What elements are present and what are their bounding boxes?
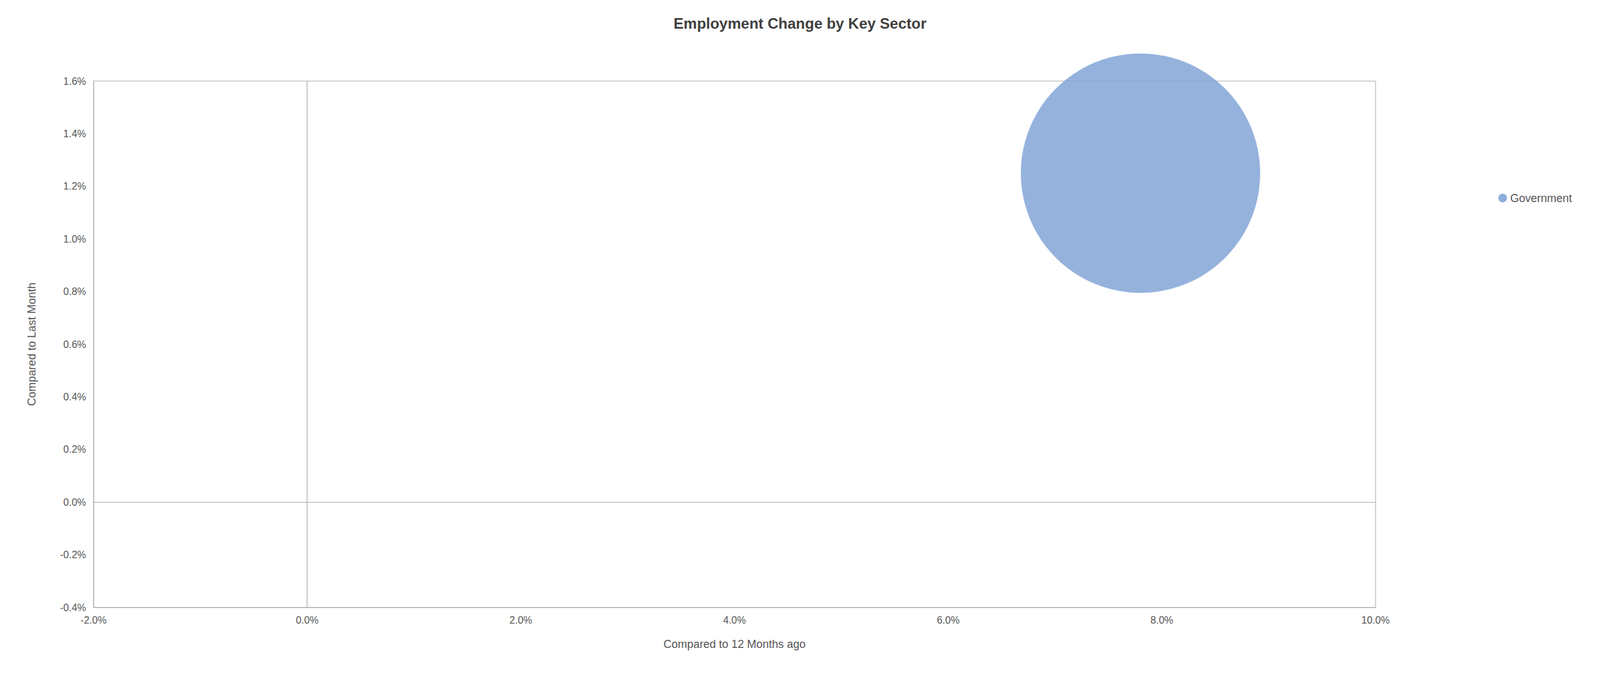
svg-text:10.0%: 10.0% (1361, 614, 1390, 626)
svg-text:0.8%: 0.8% (63, 286, 87, 297)
svg-text:6.0%: 6.0% (936, 614, 960, 626)
svg-text:0.0%: 0.0% (295, 614, 319, 626)
svg-text:Government: Government (1510, 192, 1572, 205)
svg-text:0.0%: 0.0% (63, 496, 87, 508)
svg-text:-0.4%: -0.4% (59, 602, 87, 613)
svg-text:Employment Change by Key Secto: Employment Change by Key Sector (673, 14, 926, 32)
svg-text:0.6%: 0.6% (63, 339, 87, 350)
svg-text:4.0%: 4.0% (723, 614, 746, 626)
svg-text:2.0%: 2.0% (509, 614, 532, 626)
svg-text:-0.2%: -0.2% (59, 549, 87, 560)
svg-text:Compared to 12 Months ago: Compared to 12 Months ago (663, 637, 806, 651)
svg-text:Compared to Last Month: Compared to Last Month (25, 282, 39, 406)
svg-text:1.2%: 1.2% (63, 180, 87, 192)
svg-text:1.0%: 1.0% (63, 233, 87, 245)
svg-text:0.2%: 0.2% (63, 443, 87, 455)
svg-text:1.4%: 1.4% (63, 128, 87, 140)
svg-text:-2.0%: -2.0% (80, 614, 107, 626)
svg-text:8.0%: 8.0% (1150, 614, 1173, 626)
svg-text:0.4%: 0.4% (63, 391, 87, 403)
svg-text:1.6%: 1.6% (63, 76, 87, 87)
